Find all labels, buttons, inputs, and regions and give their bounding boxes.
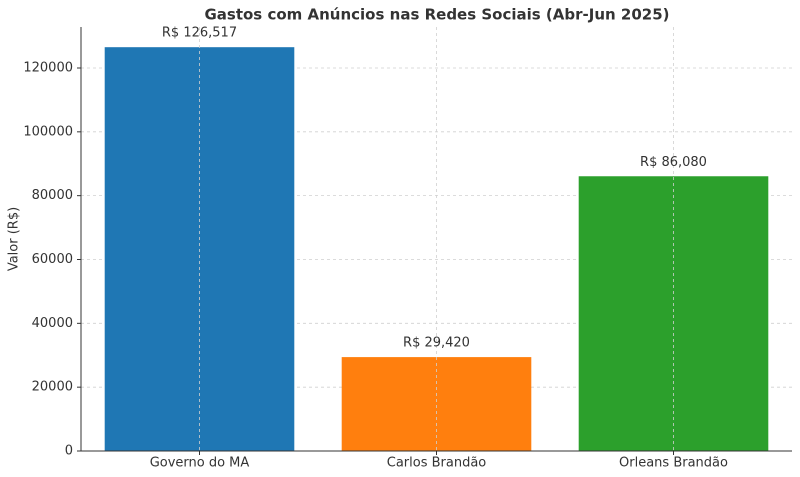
y-tick-label: 0 — [65, 444, 73, 459]
y-tick-label: 20000 — [32, 380, 73, 395]
bar — [578, 176, 769, 451]
y-tick-label: 40000 — [32, 316, 73, 331]
x-tick-label: Carlos Brandão — [387, 456, 487, 471]
value-label: R$ 126,517 — [162, 26, 237, 41]
value-label: R$ 86,080 — [640, 155, 707, 170]
y-axis-label: Valor (R$) — [7, 207, 22, 271]
x-tick-label: Governo do MA — [150, 456, 250, 471]
value-label: R$ 29,420 — [403, 336, 470, 351]
y-tick-label: 100000 — [23, 124, 73, 139]
chart-title: Gastos com Anúncios nas Redes Sociais (A… — [204, 6, 669, 24]
y-tick-label: 120000 — [23, 60, 73, 75]
y-tick-label: 80000 — [32, 188, 73, 203]
x-tick-label: Orleans Brandão — [619, 456, 728, 471]
y-tick-label: 60000 — [32, 252, 73, 267]
